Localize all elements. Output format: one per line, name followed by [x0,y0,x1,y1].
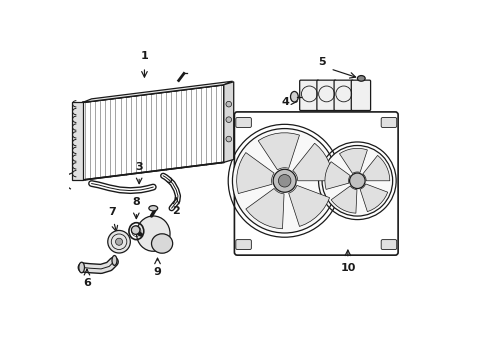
Ellipse shape [151,234,172,253]
Circle shape [116,238,122,245]
Text: 6: 6 [83,278,91,288]
Circle shape [108,230,130,253]
Text: 3: 3 [135,162,143,172]
FancyBboxPatch shape [381,240,397,249]
Circle shape [278,175,291,187]
FancyBboxPatch shape [300,80,319,111]
Ellipse shape [112,256,117,265]
Ellipse shape [137,216,170,251]
Circle shape [349,173,365,189]
FancyBboxPatch shape [317,80,336,111]
Circle shape [131,226,140,234]
Polygon shape [72,102,83,180]
Ellipse shape [291,91,298,102]
Polygon shape [360,184,388,212]
Polygon shape [293,143,333,181]
Ellipse shape [79,262,84,273]
FancyBboxPatch shape [381,118,397,127]
Polygon shape [83,81,233,102]
Text: 2: 2 [172,207,180,216]
Ellipse shape [149,206,158,211]
FancyBboxPatch shape [236,118,251,127]
FancyBboxPatch shape [351,80,370,111]
Text: 4: 4 [281,97,289,107]
Circle shape [232,129,337,233]
Circle shape [273,169,296,192]
Text: 10: 10 [340,263,356,273]
Polygon shape [258,133,299,170]
Text: 7: 7 [108,207,116,217]
Circle shape [226,136,232,142]
Polygon shape [363,156,390,181]
Polygon shape [289,185,330,226]
Polygon shape [325,162,350,189]
Polygon shape [331,186,357,213]
FancyBboxPatch shape [334,80,353,111]
Polygon shape [224,82,234,162]
Polygon shape [246,188,284,229]
Polygon shape [83,85,224,180]
Circle shape [322,145,392,216]
Ellipse shape [357,76,365,81]
FancyBboxPatch shape [234,112,398,255]
Circle shape [226,101,232,107]
FancyBboxPatch shape [236,240,251,249]
Polygon shape [237,153,274,194]
Text: 8: 8 [132,197,140,207]
Text: 9: 9 [153,267,161,278]
Text: 1: 1 [141,51,148,61]
Circle shape [226,117,232,122]
Polygon shape [340,148,368,174]
Text: 5: 5 [318,57,325,67]
